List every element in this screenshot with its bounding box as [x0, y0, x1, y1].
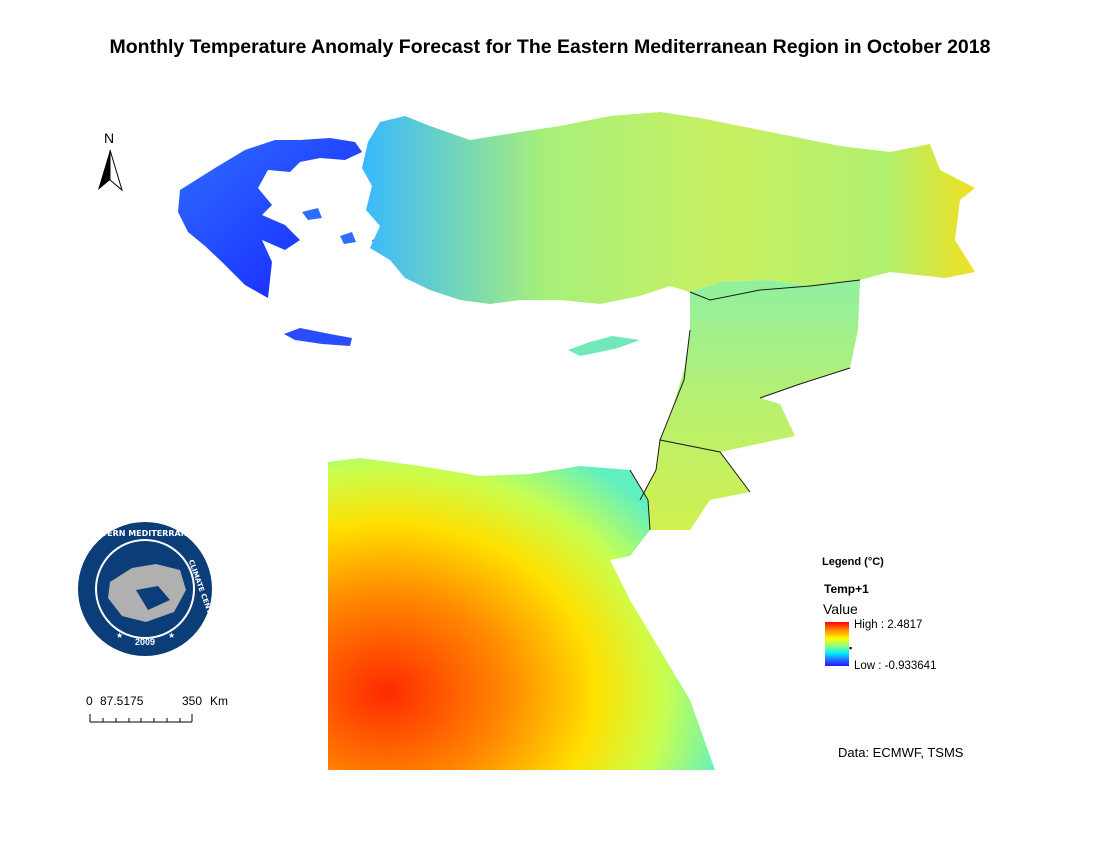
emcc-emblem-icon: EASTERN MEDITERRANEAN CLIMATE CENTRE ★ ★ [78, 522, 217, 656]
legend-low-label: Low : -0.933641 [854, 660, 937, 672]
svg-text:EASTERN MEDITERRANEAN: EASTERN MEDITERRANEAN [84, 529, 206, 538]
legend: Legend (°C) Temp+1 Value ▪ High : 2.4817… [822, 556, 1022, 676]
legend-color-ramp [825, 622, 849, 666]
country-borders [629, 279, 861, 531]
legend-ramp-tick: ▪ [849, 643, 853, 653]
logo-year: 2009 [134, 637, 156, 647]
region-egypt [328, 458, 715, 770]
north-arrow: N [96, 130, 126, 194]
region-turkey [362, 112, 975, 304]
region-cyprus [568, 336, 640, 356]
data-credit: Data: ECMWF, TSMS [838, 745, 964, 760]
region-crete [284, 328, 352, 346]
north-label: N [104, 130, 115, 146]
region-greece [178, 138, 362, 298]
region-levant [640, 280, 860, 530]
scale-bar-graphic [89, 714, 193, 723]
legend-title: Legend (°C) [822, 556, 884, 568]
svg-text:★: ★ [116, 631, 123, 640]
emcc-logo: EASTERN MEDITERRANEAN CLIMATE CENTRE ★ ★… [76, 520, 217, 658]
scale-label: 350 [182, 694, 203, 708]
north-arrow-icon [98, 149, 123, 192]
legend-layer-name: Temp+1 [824, 582, 869, 596]
svg-text:★: ★ [168, 631, 175, 640]
scale-label: Km [210, 694, 228, 708]
legend-field-name: Value [823, 601, 858, 617]
scale-bar: 0 87.5175 350 Km [84, 694, 254, 730]
map-title: Monthly Temperature Anomaly Forecast for… [109, 36, 991, 58]
scale-label: 87.5175 [100, 694, 144, 708]
legend-high-label: High : 2.4817 [854, 619, 923, 631]
scale-label: 0 [86, 694, 93, 708]
